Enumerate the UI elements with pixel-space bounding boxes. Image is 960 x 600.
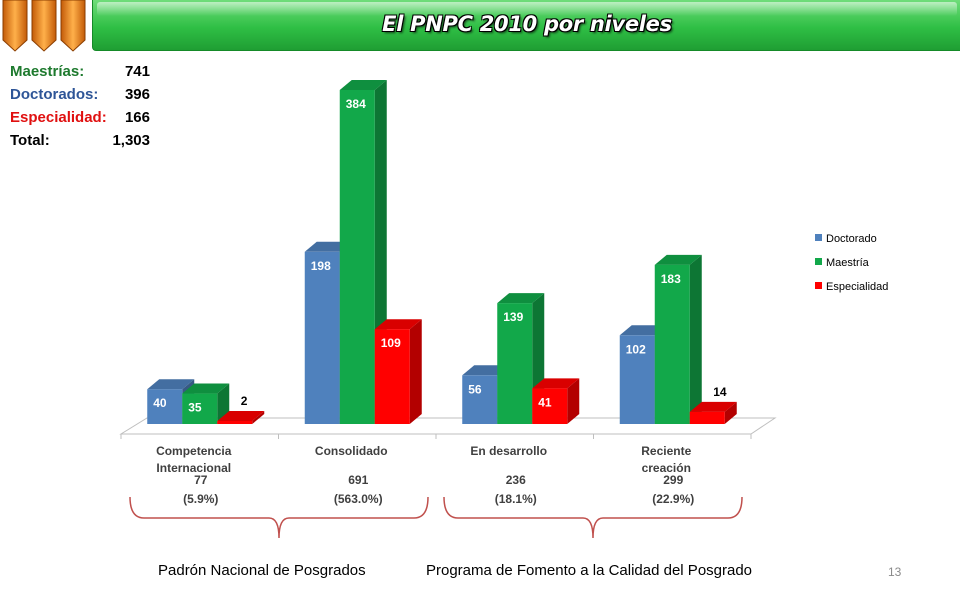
category-total: 299 <box>663 473 683 487</box>
bar-side <box>724 401 737 424</box>
bar-front <box>619 335 655 424</box>
brace-pnp <box>129 496 429 539</box>
bar-front <box>339 90 375 424</box>
bar-top <box>147 379 195 390</box>
bar-front <box>374 329 410 424</box>
group-label-pnp: Padrón Nacional de Posgrados <box>158 562 366 579</box>
brace-pfc <box>443 496 743 539</box>
bar-top <box>654 254 702 265</box>
bar-top <box>532 378 580 389</box>
legend-swatch <box>815 258 822 265</box>
category-label: Reciente creación <box>641 444 691 475</box>
summary-value: 166 <box>124 109 150 126</box>
bar-front <box>304 251 340 424</box>
data-label: 41 <box>538 395 552 409</box>
orange-arrow-icon <box>60 0 86 52</box>
title-bar: El PNPC 2010 por niveles <box>92 0 960 51</box>
category-percent: (22.9%) <box>652 492 694 506</box>
legend-swatch <box>815 282 822 289</box>
bar-side <box>252 411 265 424</box>
bar-especialidad-2 <box>374 319 422 424</box>
slide-title: El PNPC 2010 por niveles <box>382 12 672 36</box>
summary-value: 396 <box>124 86 150 103</box>
data-label: 139 <box>503 310 523 324</box>
summary-label: Total: <box>10 132 50 149</box>
data-label: 2 <box>241 394 248 408</box>
data-label: 40 <box>153 396 167 410</box>
legend-label-1: Doctorado <box>826 233 877 245</box>
category-label: Consolidado <box>315 444 388 458</box>
bar-front <box>689 411 725 424</box>
summary-value: 741 <box>124 63 150 80</box>
category-label: En desarrollo <box>470 444 547 458</box>
data-label: 109 <box>381 336 401 350</box>
summary-row: Especialidad: 166 <box>10 106 150 129</box>
category-percent: (18.1%) <box>495 492 537 506</box>
summary-row: Total: 1,303 <box>10 129 150 152</box>
summary-row: Doctorados: 396 <box>10 83 150 106</box>
bar-especialidad-1 <box>217 411 265 424</box>
bar-front <box>462 375 498 424</box>
bar-maestría-4 <box>654 254 702 424</box>
bar-front <box>217 421 253 424</box>
category-percent: (563.0%) <box>334 492 383 506</box>
legend-label-3: Especialidad <box>826 281 888 293</box>
bar-side <box>567 378 580 424</box>
data-label: 183 <box>661 272 681 286</box>
data-label: 198 <box>311 259 331 273</box>
legend-label-2: Maestría <box>826 257 870 269</box>
bar-front <box>532 388 568 424</box>
bar-especialidad-4 <box>689 401 737 424</box>
bar-top <box>689 401 737 412</box>
bar-front <box>497 303 533 424</box>
bar-side <box>409 319 422 424</box>
bar-top <box>217 411 265 421</box>
legend-swatch <box>815 234 822 241</box>
summary-label: Maestrías: <box>10 63 85 80</box>
category-total: 236 <box>506 473 526 487</box>
summary-value: 1,303 <box>112 132 150 149</box>
category-total: 77 <box>194 473 208 487</box>
bar-front <box>654 264 690 424</box>
page-number: 13 <box>888 565 902 579</box>
category-percent: (5.9%) <box>183 492 218 506</box>
bar-front <box>182 393 218 424</box>
bar-side <box>689 254 702 424</box>
summary-label: Doctorados: <box>10 86 99 103</box>
orange-arrow-icon <box>2 0 28 52</box>
summary-label: Especialidad: <box>10 109 107 126</box>
bar-front <box>147 389 183 424</box>
bar-top <box>374 319 422 330</box>
group-label-pfc: Programa de Fomento a la Calidad del Pos… <box>426 562 753 579</box>
summary-row: Maestrías: 741 <box>10 60 150 83</box>
data-label: 384 <box>346 97 366 111</box>
data-label: 102 <box>626 342 646 356</box>
bar-top <box>497 293 545 304</box>
summary-box: Maestrías: 741 Doctorados: 396 Especialidad:… <box>10 60 150 152</box>
data-label: 14 <box>713 385 727 399</box>
bar-top <box>339 80 387 90</box>
category-total: 691 <box>348 473 368 487</box>
bar-especialidad-3 <box>532 378 580 424</box>
data-label: 56 <box>468 382 482 396</box>
data-label: 35 <box>188 401 202 415</box>
orange-arrow-icon <box>31 0 57 52</box>
bar-top <box>182 383 230 394</box>
category-label: Competencia Internacional <box>156 444 232 475</box>
